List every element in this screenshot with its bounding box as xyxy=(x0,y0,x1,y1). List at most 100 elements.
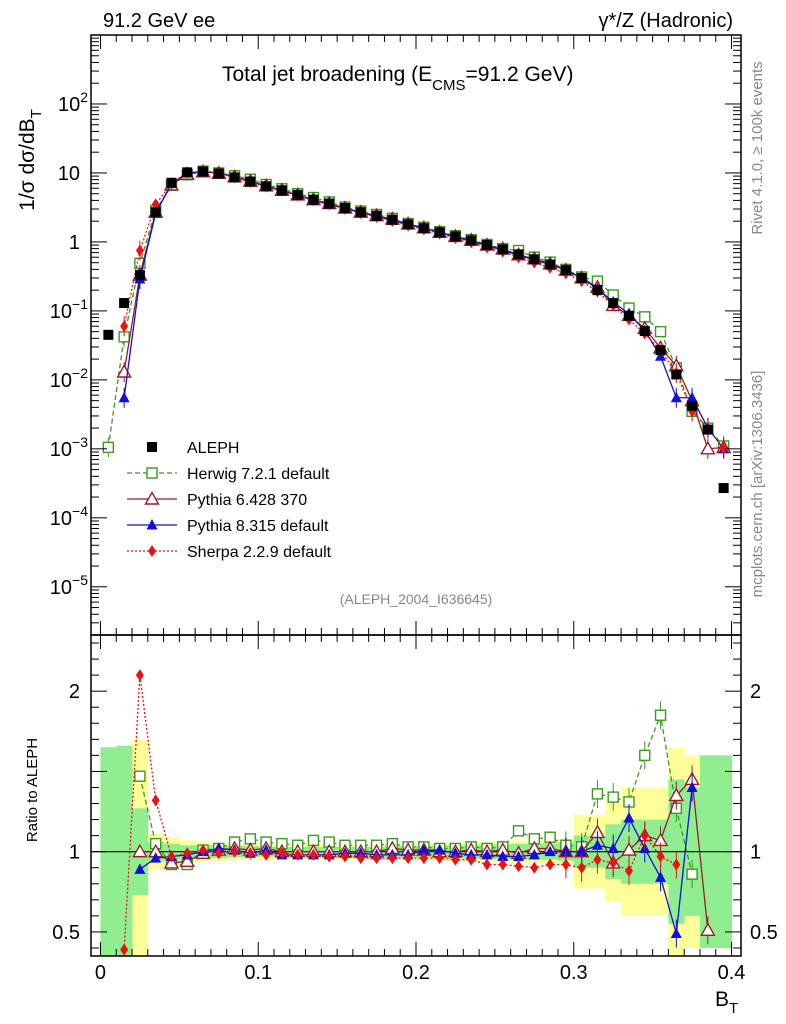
ratio-y-axis-label: Ratio to ALEPH xyxy=(24,738,41,842)
ratio-point xyxy=(624,864,633,877)
ratio-point xyxy=(528,848,540,860)
ratio-point xyxy=(150,852,162,863)
aleph-data-point xyxy=(198,166,209,177)
ratio-point xyxy=(435,852,444,865)
header-right-label: γ*/Z (Hadronic) xyxy=(599,10,733,32)
aleph-data-point xyxy=(687,400,698,411)
mcplots-url-label: mcplots.cern.ch [arXiv:1306.3436] xyxy=(749,371,766,598)
band-inner-bin xyxy=(116,745,133,956)
ratio-point xyxy=(607,842,619,853)
y-tick-label: 10−5 xyxy=(50,572,88,599)
y-tick-label: 10−2 xyxy=(50,365,88,392)
ratio-point xyxy=(686,868,698,880)
ratio-point xyxy=(451,853,460,866)
series-point xyxy=(135,244,144,257)
ratio-point xyxy=(654,709,667,721)
aleph-data-point xyxy=(718,483,729,494)
ratio-point xyxy=(513,850,525,861)
ratio-point xyxy=(561,858,570,871)
ratio-point xyxy=(120,943,129,956)
ratio-point xyxy=(183,847,192,860)
series-point xyxy=(719,442,728,455)
aleph-data-point xyxy=(702,424,713,435)
aleph-data-point xyxy=(655,345,666,356)
legend-label: Sherpa 2.2.9 default xyxy=(187,544,332,561)
ratio-point xyxy=(135,669,144,682)
ratio-point xyxy=(167,850,176,863)
y-tick-label: 102 xyxy=(58,89,88,116)
ratio-point xyxy=(623,811,635,823)
legend-marker xyxy=(148,545,156,557)
ratio-point xyxy=(309,848,318,861)
ratio-point xyxy=(372,852,381,865)
ratio-point xyxy=(514,860,523,873)
y-tick-label: 1 xyxy=(69,232,80,254)
ratio-point xyxy=(293,848,302,861)
ratio-point xyxy=(482,858,491,871)
ratio-point xyxy=(230,845,239,858)
ratio-point xyxy=(591,788,604,800)
ratio-point xyxy=(497,850,509,861)
ratio-point xyxy=(672,858,681,871)
series-point xyxy=(686,391,698,403)
ratio-line-sherpa-2-2-9-default xyxy=(123,675,677,950)
aleph-data-point xyxy=(418,223,429,234)
analysis-id-label: (ALEPH_2004_I636645) xyxy=(340,591,493,607)
series-point xyxy=(118,391,130,403)
ratio-point xyxy=(609,856,618,869)
series-point xyxy=(654,325,667,338)
legend-label: Herwig 7.2.1 default xyxy=(187,466,330,483)
legend-marker xyxy=(144,491,160,505)
aleph-data-point xyxy=(324,198,335,209)
legend-label: ALEPH xyxy=(187,440,239,457)
ratio-point xyxy=(214,847,223,860)
aleph-data-point xyxy=(639,326,650,337)
y-tick-label: 10−1 xyxy=(50,296,88,323)
ratio-point xyxy=(356,852,365,865)
aleph-data-point xyxy=(497,244,508,255)
aleph-data-point xyxy=(560,265,571,276)
ratio-point xyxy=(686,781,698,792)
ratio-tick-label: 1 xyxy=(69,842,80,864)
series-point xyxy=(639,311,651,323)
y-tick-label: 10 xyxy=(58,163,80,185)
aleph-data-point xyxy=(229,172,240,183)
x-tick-label: 0 xyxy=(95,962,106,984)
ratio-point xyxy=(418,844,430,855)
aleph-data-point xyxy=(529,254,540,265)
ratio-point xyxy=(341,850,350,863)
ratio-point xyxy=(700,922,716,937)
axes: 0 0.1 0.2 0.3 0.4 10−5 10−4 10−3 10−2 10−1 1 10 102 0… xyxy=(50,35,778,984)
ratio-point xyxy=(246,847,255,860)
ratio-point xyxy=(449,847,461,858)
ratio-point xyxy=(530,861,539,874)
ratio-point xyxy=(512,825,525,837)
ratio-point xyxy=(577,861,586,874)
aleph-data-point xyxy=(308,194,319,205)
aleph-data-point xyxy=(434,227,445,238)
legend-marker xyxy=(147,442,157,452)
ratio-point xyxy=(277,847,286,860)
ratio-point xyxy=(591,839,603,850)
aleph-data-point xyxy=(150,207,161,218)
x-tick-label: 0.4 xyxy=(718,962,746,984)
ratio-point xyxy=(621,842,637,856)
ratio-point xyxy=(670,927,682,939)
aleph-data-point xyxy=(261,181,272,192)
ratio-point xyxy=(179,853,195,868)
aleph-data-point xyxy=(481,240,492,251)
ratio-point xyxy=(656,850,665,863)
legend-marker xyxy=(146,519,158,530)
ratio-point xyxy=(576,845,588,857)
legend-label: Pythia 8.315 default xyxy=(187,518,329,535)
x-tick-label: 0.1 xyxy=(244,962,272,984)
aleph-data-point xyxy=(292,189,303,200)
ratio-point xyxy=(481,848,493,860)
aleph-data-point xyxy=(371,210,382,221)
ratio-point xyxy=(655,871,667,882)
aleph-data-point xyxy=(276,185,287,196)
ratio-point xyxy=(151,794,160,807)
series-point xyxy=(120,320,129,333)
ratio-point xyxy=(640,829,649,842)
aleph-data-point xyxy=(134,270,145,281)
